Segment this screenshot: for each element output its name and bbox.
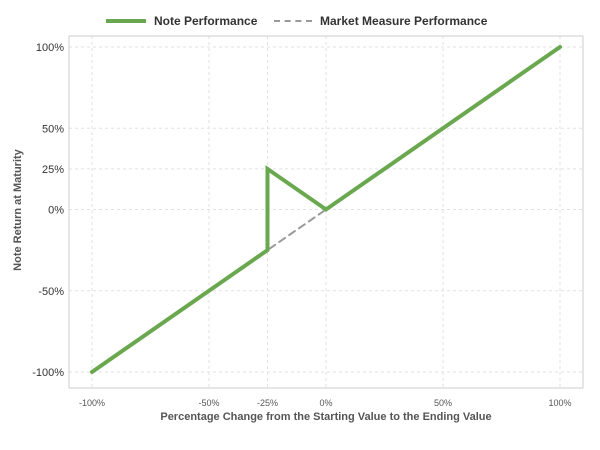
y-tick-label: 50% xyxy=(42,123,64,135)
x-tick-label: -50% xyxy=(198,398,219,408)
y-tick-label: -50% xyxy=(38,286,64,298)
x-tick-label: 100% xyxy=(548,398,571,408)
y-tick-label: 0% xyxy=(48,205,64,217)
plot-area-border xyxy=(68,35,584,389)
legend-label-note-performance: Note Performance xyxy=(154,14,258,28)
x-axis-label: Percentage Change from the Starting Valu… xyxy=(160,411,492,423)
series-lines xyxy=(90,45,562,374)
legend-swatch-note-performance xyxy=(106,19,146,23)
y-tick-label: 25% xyxy=(42,164,64,176)
legend-item-note-performance: Note Performance xyxy=(106,12,257,30)
series-line-note-performance xyxy=(90,45,562,374)
y-tick-label: -100% xyxy=(32,367,64,379)
y-tick-label: 100% xyxy=(36,42,64,54)
x-tick-label: -100% xyxy=(79,398,105,408)
legend-swatch-market-measure-performance xyxy=(274,20,312,22)
x-axis-ticks: -100% -50% -25% 0% 50% 100% xyxy=(79,398,572,408)
legend: Note Performance Market Measure Performa… xyxy=(0,12,600,30)
y-axis-label: Note Return at Maturity xyxy=(12,149,24,271)
y-axis-ticks: -100% -50% 0% 25% 50% 100% xyxy=(32,42,64,379)
grid-lines xyxy=(69,36,583,388)
legend-label-market-measure-performance: Market Measure Performance xyxy=(320,14,488,28)
x-tick-label: 0% xyxy=(319,398,332,408)
x-tick-label: -25% xyxy=(257,398,278,408)
legend-item-market-measure-performance: Market Measure Performance xyxy=(274,12,487,30)
x-tick-label: 50% xyxy=(434,398,452,408)
